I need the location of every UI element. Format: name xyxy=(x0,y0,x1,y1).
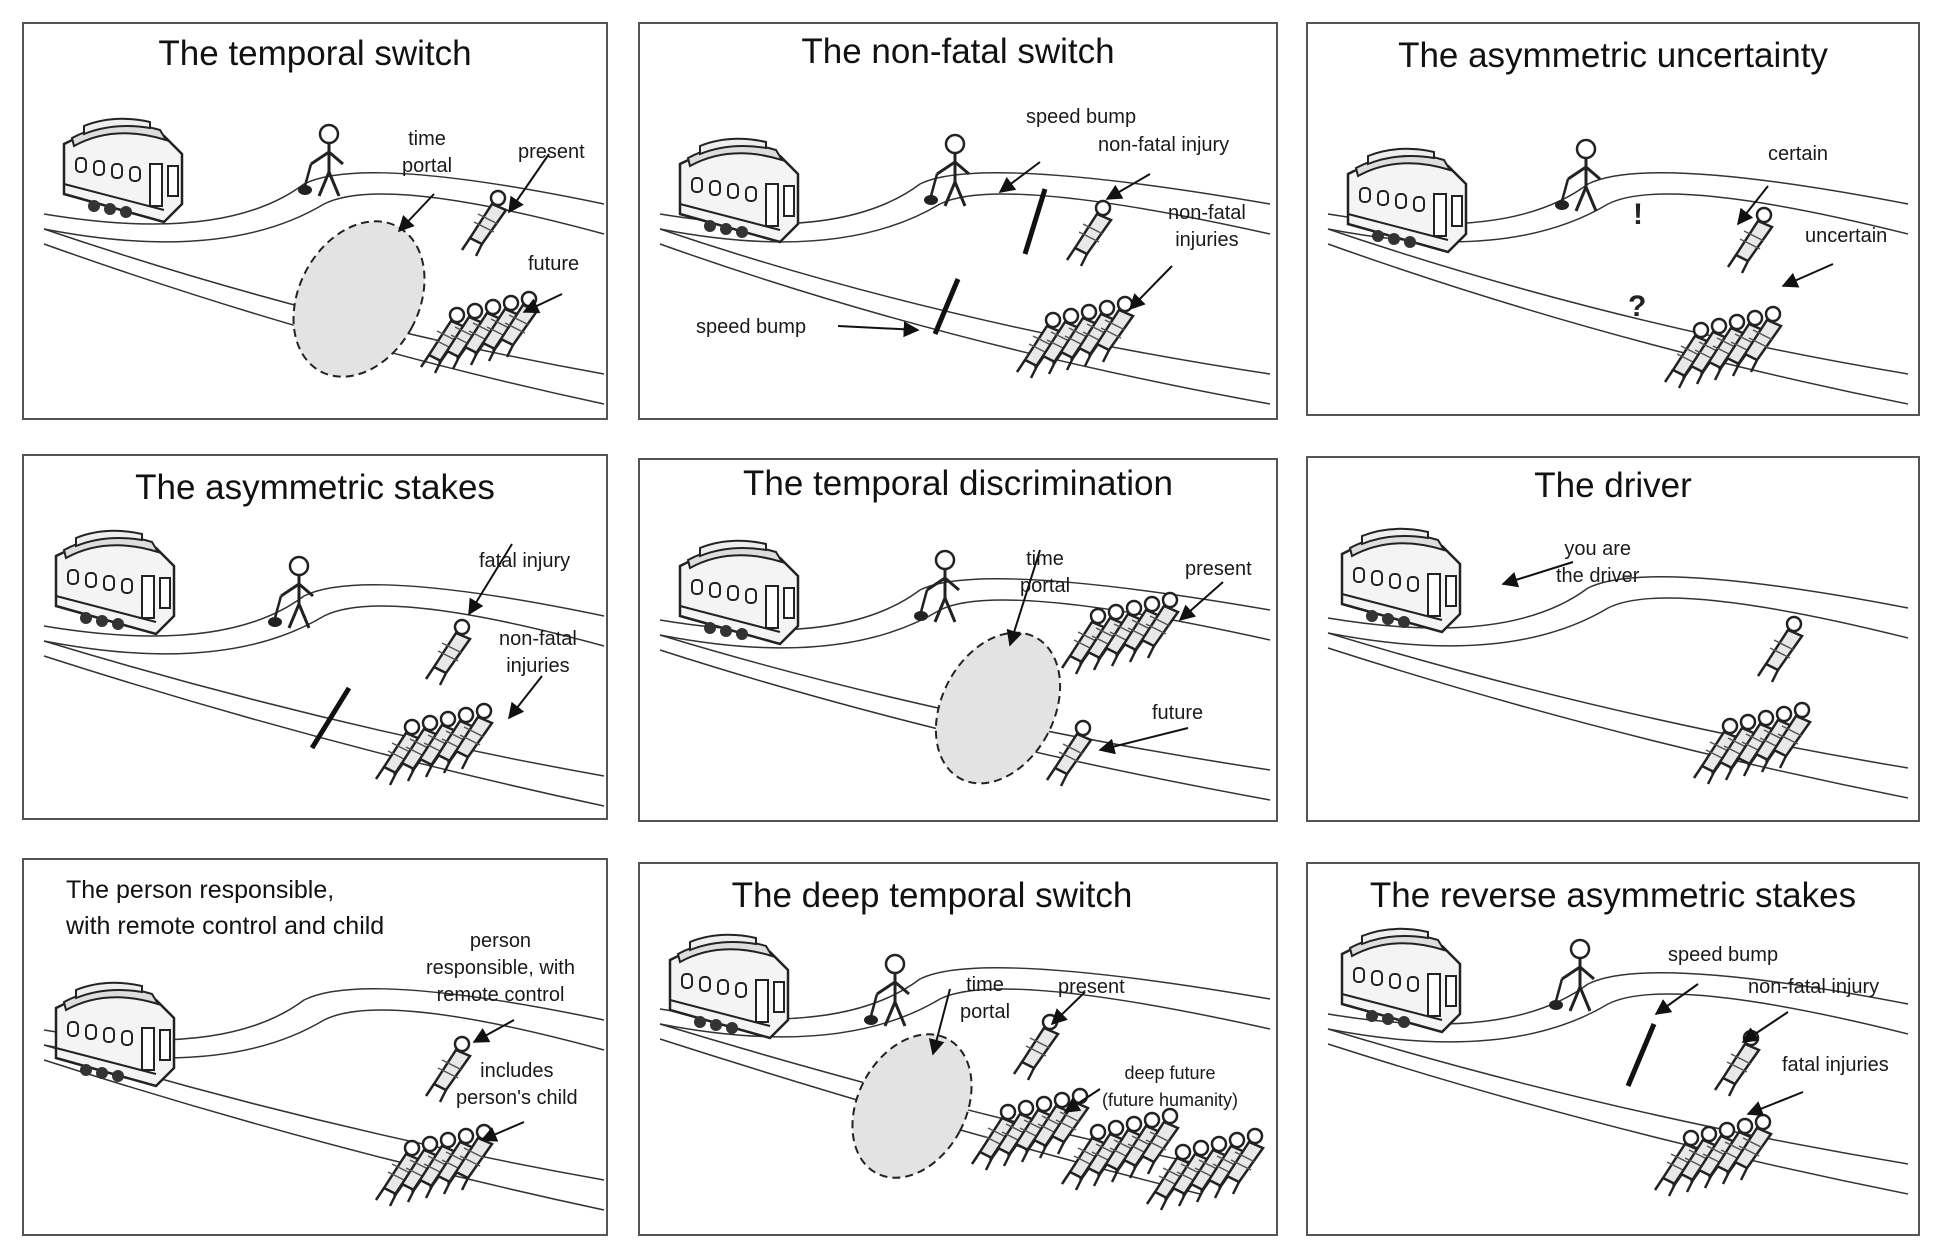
panel-title: The temporal switch xyxy=(158,34,472,73)
label-speed-bump-bottom: speed bump xyxy=(696,316,807,338)
speed-bump-top xyxy=(1022,188,1048,255)
panel-illustration xyxy=(1327,527,1909,799)
tram-icon xyxy=(1340,927,1462,1034)
label-fatal-injuries: fatal injuries xyxy=(1782,1054,1889,1076)
label-time-portal: time portal xyxy=(402,128,453,177)
panel-deep-temporal-switch: The deep temporal switch time portal pre… xyxy=(638,862,1278,1236)
crowd-icon xyxy=(972,1089,1088,1170)
crowd-icon xyxy=(1694,703,1810,784)
panel-non-fatal-switch: The non-fatal switch speed bump non-fata… xyxy=(638,22,1278,420)
panel-title: The reverse asymmetric stakes xyxy=(1369,876,1857,915)
label-present: present xyxy=(518,141,585,163)
question-mark: ? xyxy=(1628,290,1647,323)
panel-title: The deep temporal switch xyxy=(731,876,1133,915)
person-icon xyxy=(424,618,472,687)
label-time-portal: time portal xyxy=(960,974,1011,1023)
label-non-fatal-injury: non-fatal injury xyxy=(1098,134,1230,156)
panel-asymmetric-stakes: The asymmetric stakes fatal injury non-f… xyxy=(22,454,608,820)
person-icon xyxy=(1713,1029,1761,1098)
panel-illustration xyxy=(659,933,1271,1236)
tram-icon xyxy=(1340,527,1462,634)
panel-illustration xyxy=(43,117,605,405)
panel-illustration xyxy=(43,981,605,1211)
time-portal-shape xyxy=(851,1033,973,1179)
lever-person-icon xyxy=(1547,938,1596,1013)
speed-bump-bottom xyxy=(932,278,961,335)
panel-asymmetric-uncertainty: The asymmetric uncertainty ! ? certain u… xyxy=(1306,22,1920,416)
lever-person-icon xyxy=(266,555,315,630)
label-non-fatal-injuries: non-fatal injuries xyxy=(1168,202,1246,251)
panel-title: The non-fatal switch xyxy=(801,32,1115,71)
panel-title: The driver xyxy=(1534,466,1692,505)
panel-illustration xyxy=(43,529,605,807)
lever-person-icon xyxy=(296,123,345,198)
panel-illustration xyxy=(1327,927,1909,1236)
speed-bump xyxy=(309,686,352,750)
tram-icon xyxy=(1346,147,1468,254)
label-fatal-injury: fatal injury xyxy=(479,550,571,572)
person-icon xyxy=(1045,719,1093,788)
speed-bump xyxy=(1625,1023,1657,1087)
panel-temporal-discrimination: The temporal discrimination time portal … xyxy=(638,458,1278,822)
label-uncertain: uncertain xyxy=(1805,225,1888,247)
tram-icon xyxy=(678,539,800,646)
label-time-portal: time portal xyxy=(1020,548,1071,597)
tram-icon xyxy=(668,933,790,1040)
panel-title: The temporal discrimination xyxy=(743,464,1173,503)
time-portal-shape xyxy=(934,631,1062,785)
label-speed-bump-top: speed bump xyxy=(1026,106,1137,128)
label-non-fatal-injury: non-fatal injury xyxy=(1748,976,1880,998)
label-present: present xyxy=(1058,976,1125,998)
tram-icon xyxy=(54,981,176,1088)
crowd-icon xyxy=(1655,1115,1771,1196)
person-icon xyxy=(1065,199,1113,268)
crowd-icon xyxy=(1665,307,1781,388)
label-future: future xyxy=(528,253,580,275)
label-non-fatal-injuries: non-fatal injuries xyxy=(499,628,577,677)
exclamation-mark: ! xyxy=(1633,198,1643,231)
panel-driver: The driver you are the driver xyxy=(1306,456,1920,822)
panel-title: The person responsible, with remote cont… xyxy=(66,876,385,940)
tram-icon xyxy=(678,137,800,244)
panel-illustration xyxy=(659,133,1271,405)
panel-temporal-switch: The temporal switch time portal present … xyxy=(22,22,608,420)
label-present: present xyxy=(1185,558,1252,580)
person-icon xyxy=(1012,1013,1060,1082)
label-future: future xyxy=(1152,702,1204,724)
tram-icon xyxy=(62,117,184,224)
panel-illustration xyxy=(1327,138,1909,405)
label-certain: certain xyxy=(1768,143,1829,165)
label-deep-future: deep future (future humanity) xyxy=(1102,1063,1239,1110)
person-icon xyxy=(1726,206,1774,275)
panel-title: The asymmetric stakes xyxy=(135,468,495,507)
lever-person-icon xyxy=(922,133,971,208)
crowd-icon xyxy=(421,292,537,373)
lever-person-icon xyxy=(1553,138,1602,213)
label-you-are-driver: you are the driver xyxy=(1556,538,1640,587)
crowd-icon xyxy=(1017,297,1133,378)
panel-illustration xyxy=(659,539,1271,801)
person-icon xyxy=(460,189,508,258)
person-icon xyxy=(1756,615,1804,684)
time-portal-shape xyxy=(292,220,426,378)
panel-reverse-asymmetric-stakes: The reverse asymmetric stakes speed bump… xyxy=(1306,862,1920,1236)
tram-icon xyxy=(54,529,176,636)
label-includes-child: includes person's child xyxy=(456,1060,578,1109)
panel-title: The asymmetric uncertainty xyxy=(1398,36,1828,75)
label-speed-bump: speed bump xyxy=(1668,944,1779,966)
label-person-responsible: person responsible, with remote control xyxy=(426,930,575,1006)
panel-person-responsible: The person responsible, with remote cont… xyxy=(22,858,608,1236)
crowd-icon xyxy=(376,704,492,785)
